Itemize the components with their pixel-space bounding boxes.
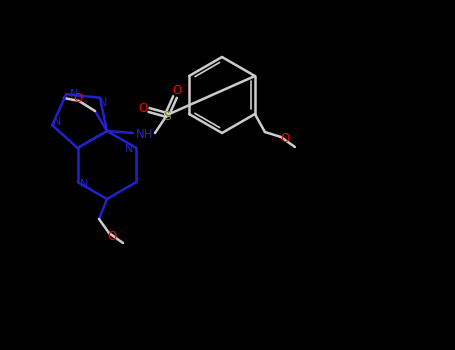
Text: N: N <box>81 179 89 189</box>
Text: N: N <box>53 117 61 127</box>
Text: O: O <box>172 84 182 98</box>
Text: S: S <box>163 111 171 124</box>
Text: O: O <box>138 102 147 114</box>
Text: O: O <box>107 231 116 244</box>
Text: N: N <box>70 89 78 99</box>
Text: NH: NH <box>136 127 154 140</box>
Text: O: O <box>73 91 83 105</box>
Text: O: O <box>280 133 289 146</box>
Text: N: N <box>99 98 107 108</box>
Text: N: N <box>125 144 134 154</box>
